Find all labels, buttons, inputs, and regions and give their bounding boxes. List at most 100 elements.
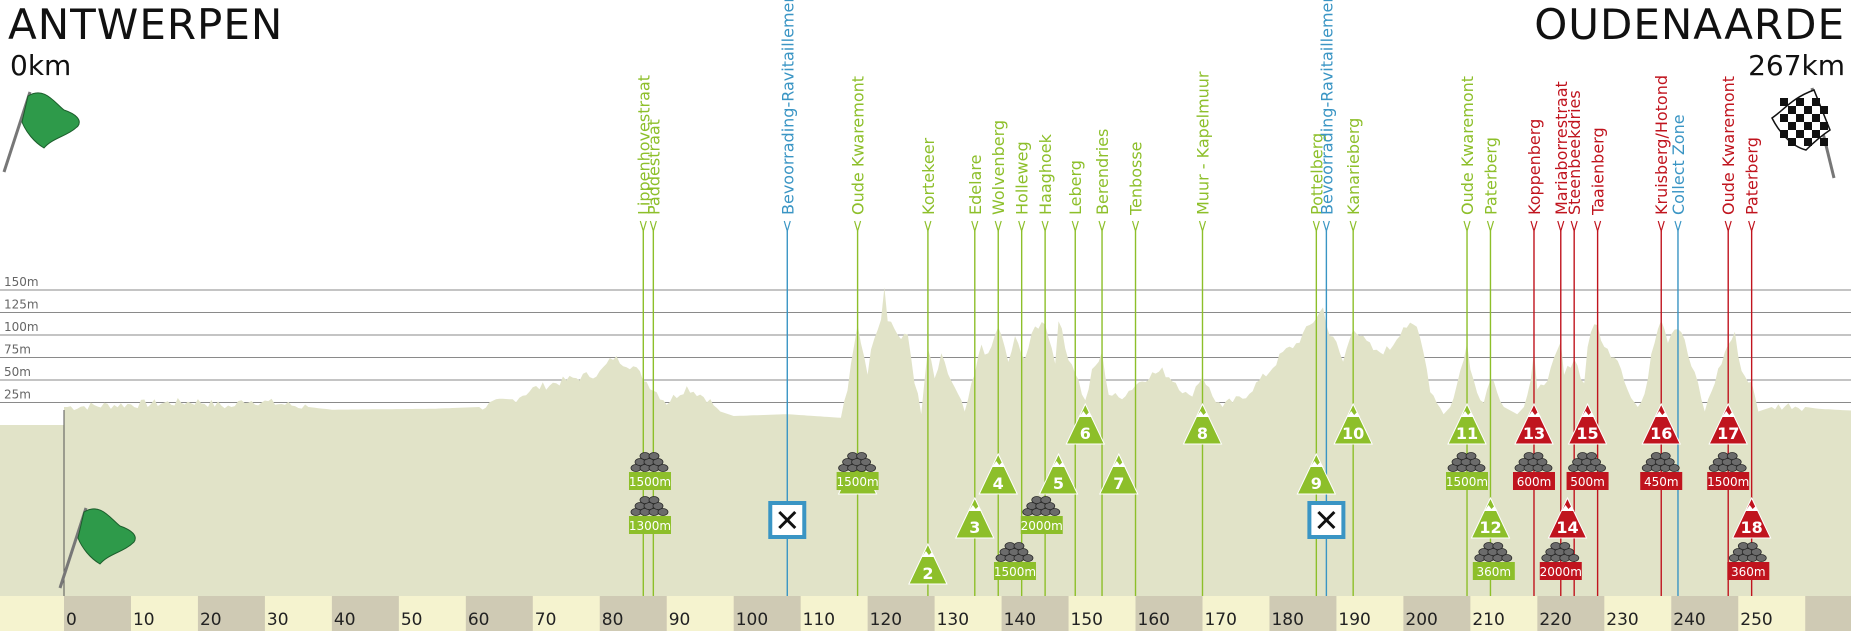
climb-marker[interactable]: 9 bbox=[1296, 452, 1337, 495]
mountain-peak-icon bbox=[1484, 505, 1498, 511]
cobble-sector[interactable]: 1300m bbox=[629, 496, 671, 535]
marker-label[interactable]: Lippenhovestraat bbox=[634, 75, 653, 215]
elevation-tick-label: 100m bbox=[4, 320, 39, 334]
marker-label[interactable]: Pottelberg bbox=[1307, 133, 1326, 215]
km-band-segment bbox=[867, 596, 935, 631]
marker-label[interactable]: Kanarieberg bbox=[1344, 118, 1363, 215]
marker-label[interactable]: Oude Kwaremont bbox=[1719, 76, 1738, 215]
km-tick-label: 250 bbox=[1740, 610, 1772, 630]
marker-label[interactable]: Paddestraat bbox=[644, 119, 663, 215]
km-band-segment bbox=[1135, 596, 1203, 631]
climb-marker[interactable]: 5 bbox=[1038, 452, 1079, 495]
cobble-sector[interactable]: 2000m bbox=[1540, 542, 1582, 581]
km-band-segment bbox=[197, 596, 265, 631]
marker-label[interactable]: Muur - Kapelmuur bbox=[1193, 71, 1212, 215]
mountain-peak-icon bbox=[1581, 411, 1595, 417]
cobblestone-icon bbox=[657, 508, 669, 516]
km-tick-label: 230 bbox=[1606, 610, 1638, 630]
marker-label[interactable]: Tenbosse bbox=[1127, 142, 1146, 217]
marker-notch bbox=[1131, 220, 1140, 234]
marker-label[interactable]: Leberg bbox=[1066, 160, 1085, 215]
cobblestone-icon bbox=[1668, 464, 1680, 472]
marker-label[interactable]: Kruisberg/Hotond bbox=[1652, 75, 1671, 215]
climb-marker[interactable]: 14 bbox=[1547, 496, 1588, 539]
climb-marker[interactable]: 13 bbox=[1514, 402, 1554, 445]
mountain-peak-icon bbox=[1112, 461, 1126, 467]
climb-marker[interactable]: 12 bbox=[1470, 496, 1511, 539]
marker-label[interactable]: Wolvenberg bbox=[989, 120, 1008, 215]
marker-label[interactable]: Bevoorrading-Ravitaillement bbox=[1317, 0, 1336, 215]
marker-notch bbox=[1748, 220, 1756, 234]
cobblestone-icon bbox=[1501, 554, 1513, 562]
climb-marker[interactable]: 10 bbox=[1333, 402, 1373, 445]
feed-zone-icon[interactable] bbox=[1307, 501, 1346, 539]
climb-marker[interactable]: 6 bbox=[1065, 402, 1106, 445]
cobble-sector[interactable]: 2000m bbox=[1021, 496, 1063, 535]
marker-notch bbox=[1594, 220, 1602, 234]
cobble-sector[interactable]: 600m bbox=[1512, 452, 1555, 491]
marker-label[interactable]: Steenbeekdries bbox=[1565, 90, 1584, 215]
chequer-square bbox=[1780, 98, 1788, 106]
cobble-sector[interactable]: 1500m bbox=[836, 452, 879, 491]
marker-label[interactable]: Oude Kwaremont bbox=[849, 76, 868, 215]
marker-label[interactable]: Haaghoek bbox=[1036, 133, 1055, 215]
marker-label[interactable]: Berendries bbox=[1093, 129, 1112, 215]
cobblestone-icon bbox=[1726, 452, 1738, 460]
climb-triangle bbox=[908, 542, 948, 585]
climb-marker[interactable]: 16 bbox=[1641, 402, 1682, 445]
climb-marker[interactable]: 18 bbox=[1731, 496, 1772, 539]
feed-zone-icon[interactable] bbox=[768, 501, 807, 539]
climb-marker[interactable]: 17 bbox=[1708, 402, 1748, 445]
cobble-length: 2000m bbox=[1540, 565, 1582, 579]
knife-icon bbox=[778, 510, 797, 530]
climb-marker[interactable]: 8 bbox=[1182, 402, 1223, 445]
km-tick-label: 30 bbox=[267, 610, 289, 630]
cobblestone-icon bbox=[1746, 542, 1758, 550]
cobblestone-icon bbox=[1031, 496, 1043, 504]
climb-triangle bbox=[1182, 402, 1223, 445]
start-city: ANTWERPEN bbox=[8, 0, 284, 49]
marker-label[interactable]: Bevoorrading-Ravitaillement bbox=[778, 0, 797, 215]
marker-label[interactable]: Collect Zone bbox=[1669, 114, 1688, 215]
cobblestone-icon bbox=[1040, 496, 1052, 504]
marker-label[interactable]: Oude Kwaremont bbox=[1458, 76, 1477, 215]
cobble-sector[interactable]: 360m bbox=[1727, 542, 1770, 581]
climb-marker[interactable]: 11 bbox=[1447, 402, 1487, 445]
cobble-sector[interactable]: 360m bbox=[1472, 542, 1515, 581]
cobble-sector[interactable]: 1500m bbox=[1446, 452, 1488, 491]
cobble-sector[interactable]: 1500m bbox=[629, 452, 671, 491]
cobblestone-icon bbox=[1523, 452, 1535, 460]
cobble-sector[interactable]: 450m bbox=[1640, 452, 1683, 491]
marker-label[interactable]: Paterberg bbox=[1481, 137, 1500, 215]
km-band-segment bbox=[1403, 596, 1471, 631]
cobble-sector[interactable]: 1500m bbox=[994, 542, 1036, 581]
marker-label[interactable]: Taaienberg bbox=[1589, 127, 1608, 216]
climb-marker[interactable]: 15 bbox=[1567, 402, 1608, 445]
cobble-sector[interactable]: 500m bbox=[1566, 452, 1609, 491]
cobblestone-icon bbox=[639, 452, 651, 460]
km-tick-label: 130 bbox=[937, 610, 969, 630]
chequer-square bbox=[1788, 138, 1796, 146]
cobble-length-badge bbox=[1727, 562, 1770, 580]
cobble-sector[interactable]: 1500m bbox=[1707, 452, 1749, 491]
marker-label[interactable]: Mariaborrestraat bbox=[1552, 81, 1571, 215]
marker-label[interactable]: Holleweg bbox=[1013, 141, 1032, 215]
chequer-square bbox=[1820, 106, 1828, 114]
chequer-square bbox=[1812, 98, 1820, 106]
climb-marker[interactable]: 3 bbox=[955, 496, 995, 539]
mountain-peak-icon bbox=[1561, 505, 1575, 511]
climb-marker[interactable]: 4 bbox=[978, 452, 1019, 495]
km-band-segment bbox=[1671, 596, 1739, 631]
marker-notch bbox=[1570, 220, 1578, 234]
climb-marker[interactable]: 7 bbox=[1098, 452, 1139, 495]
climb-marker[interactable]: 2 bbox=[908, 542, 948, 585]
marker-label[interactable]: Kortekeer bbox=[919, 137, 938, 215]
marker-label[interactable]: Koppenberg bbox=[1525, 119, 1544, 215]
marker-label[interactable]: Edelare bbox=[966, 155, 985, 215]
mountain-peak-icon bbox=[1745, 505, 1759, 511]
climb-triangle bbox=[955, 496, 995, 539]
km-band-segment bbox=[1001, 596, 1069, 631]
marker-label[interactable]: Paterberg bbox=[1743, 137, 1762, 215]
